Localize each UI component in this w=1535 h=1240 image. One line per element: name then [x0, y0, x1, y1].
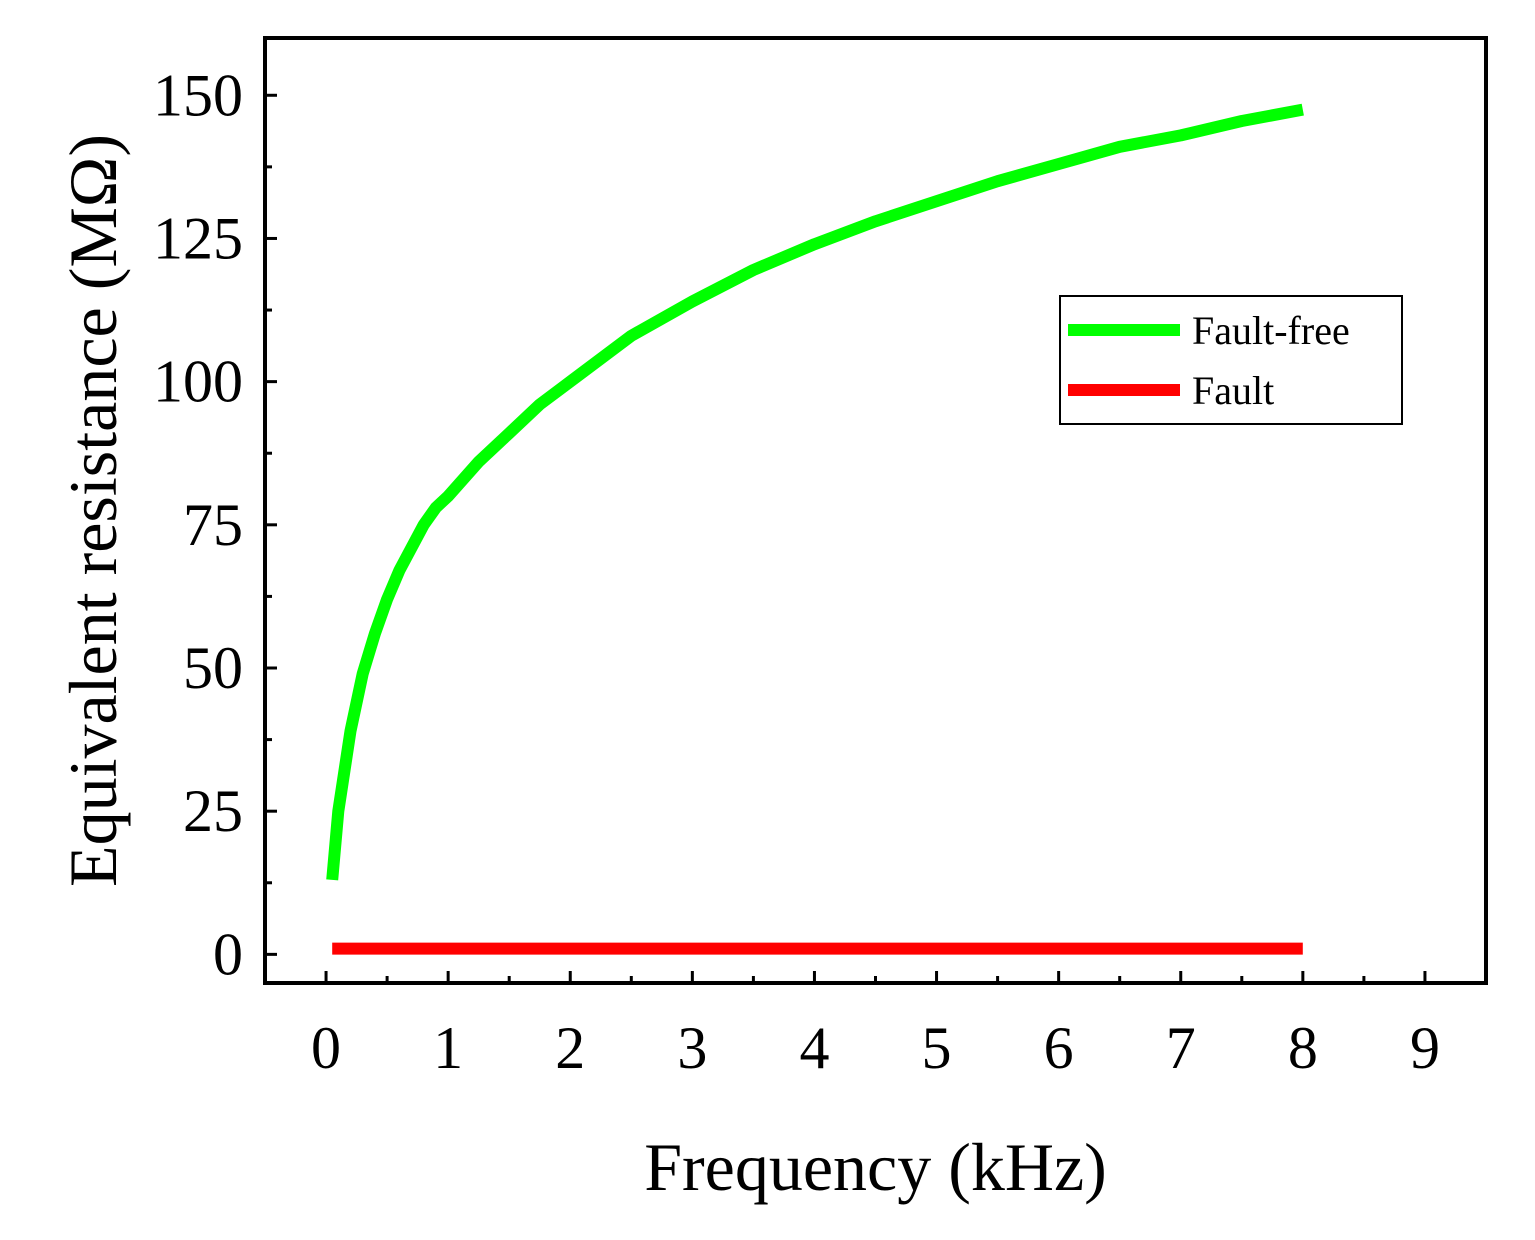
x-axis-title: Frequency (kHz): [644, 1129, 1107, 1205]
legend-label-fault: Fault: [1192, 368, 1274, 413]
axis-ticks: [265, 93, 1427, 983]
legend-box: [1059, 295, 1403, 425]
y-tick-label: 25: [183, 778, 243, 844]
y-tick-label: 50: [183, 635, 243, 701]
plot-frame: [263, 36, 1488, 985]
x-tick-label: 8: [1288, 1015, 1318, 1081]
plot-series: [326, 103, 1304, 955]
x-tick-label: 5: [922, 1015, 952, 1081]
x-tick-label: 6: [1044, 1015, 1074, 1081]
x-tick-label: 7: [1166, 1015, 1196, 1081]
y-tick-label: 0: [213, 921, 243, 987]
x-tick-label: 0: [311, 1015, 341, 1081]
legend-label-fault-free: Fault-free: [1192, 308, 1350, 353]
x-tick-label: 1: [433, 1015, 463, 1081]
legend: Fault-free Fault: [1059, 295, 1403, 425]
x-tick-label: 9: [1410, 1015, 1440, 1081]
x-tick-label: 2: [555, 1015, 585, 1081]
series-line-fault-free: [326, 103, 1304, 881]
y-axis-title: Equivalent resistance (MΩ): [55, 134, 131, 887]
y-tick-label: 125: [153, 205, 243, 271]
x-tick-label: 4: [799, 1015, 829, 1081]
y-tick-label: 75: [183, 492, 243, 558]
tick-labels: 0 1 2 3 4 5 6 7 8 9 0 25 50 75 100 125 150: [153, 62, 1440, 1081]
x-tick-label: 3: [677, 1015, 707, 1081]
y-tick-label: 150: [153, 62, 243, 128]
y-tick-label: 100: [153, 349, 243, 415]
